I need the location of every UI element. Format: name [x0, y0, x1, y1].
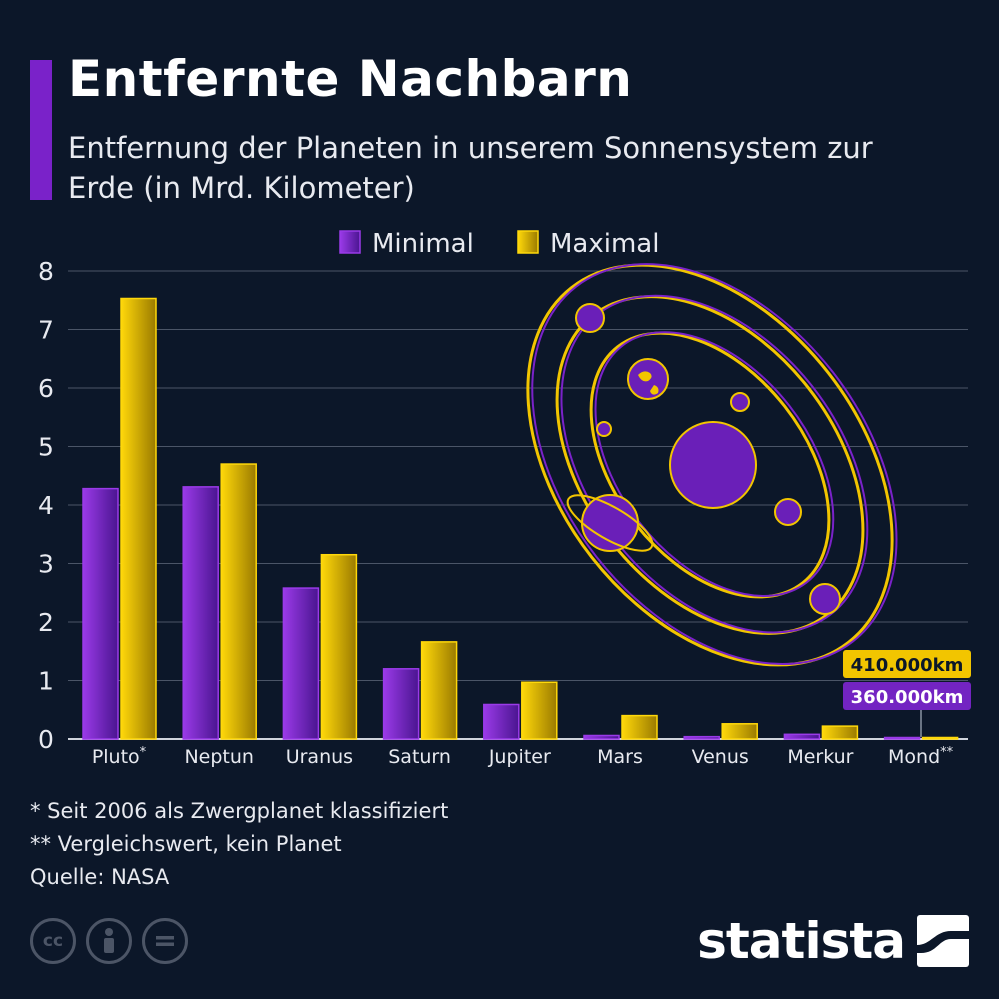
y-axis-ticks: 0 1 2 3 4 5 6 7 8 [38, 257, 54, 754]
bar-maximal [120, 297, 157, 740]
bar-maximal [921, 736, 959, 740]
y-tick-label: 0 [38, 725, 54, 754]
annotation-box-max [843, 650, 971, 678]
x-tick-label: Mars [597, 746, 643, 768]
moon-annotations: 410.000km 360.000km [843, 650, 971, 737]
x-tick-label: Uranus [286, 746, 353, 768]
statista-brand: statista [697, 912, 969, 970]
y-tick-label: 1 [38, 667, 54, 696]
y-tick-label: 2 [38, 608, 54, 637]
footnote-1: * Seit 2006 als Zwergplanet klassifizier… [30, 799, 449, 823]
x-tick-label: Merkur [787, 746, 853, 768]
bar-minimal [583, 734, 620, 740]
x-tick-label: Mond** [888, 745, 954, 768]
bar-minimal [483, 703, 520, 740]
solar-system-illustration [526, 263, 898, 667]
bar-minimal [382, 668, 420, 740]
bar-chart: Minimal Maximal 0 1 2 3 4 5 6 7 8 Pluto* Neptun Ur… [38, 229, 971, 768]
x-axis-labels: Pluto* Neptun Uranus Saturn Jupiter Mars Venus… [92, 745, 954, 768]
legend-swatch-minimal [339, 230, 361, 254]
bar-maximal [621, 714, 658, 740]
bar-maximal [821, 725, 859, 740]
bar-maximal [521, 681, 558, 740]
nd-icon [142, 918, 188, 964]
bar-minimal [683, 735, 720, 740]
legend-label-maximal: Maximal [550, 229, 659, 259]
footnotes: * Seit 2006 als Zwergplanet klassifizier… [30, 795, 448, 894]
annotation-mond-max: 410.000km [851, 655, 964, 676]
brand-name: statista [697, 912, 906, 970]
annotation-box-min [843, 682, 971, 710]
license-icons: cc [30, 918, 188, 964]
title-accent-bar [30, 60, 52, 200]
bar-maximal [320, 553, 358, 740]
y-tick-label: 4 [38, 491, 54, 520]
chart-subtitle: Entfernung der Planeten in unserem Sonne… [68, 131, 873, 205]
bars [82, 297, 959, 740]
bar-maximal [220, 463, 257, 740]
bar-maximal [721, 723, 758, 740]
x-tick-label: Venus [692, 746, 749, 768]
bar-minimal [82, 487, 119, 740]
y-tick-label: 7 [38, 316, 54, 345]
y-tick-label: 6 [38, 374, 54, 403]
chart-title: Entfernte Nachbarn [68, 50, 633, 108]
footnote-2: ** Vergleichswert, kein Planet [30, 832, 342, 856]
y-tick-label: 5 [38, 433, 54, 462]
x-tick-label: Pluto* [92, 745, 147, 768]
legend: Minimal Maximal [339, 229, 659, 259]
bar-maximal [420, 641, 458, 740]
y-tick-label: 8 [38, 257, 54, 286]
source-note: Quelle: NASA [30, 865, 170, 889]
x-tick-label: Neptun [184, 746, 254, 768]
by-icon [86, 918, 132, 964]
statista-logo-icon [917, 915, 969, 967]
cc-icon: cc [30, 918, 76, 964]
bar-minimal [282, 587, 320, 740]
legend-label-minimal: Minimal [372, 229, 474, 259]
legend-swatch-maximal [517, 230, 539, 254]
y-tick-label: 3 [38, 550, 54, 579]
annotation-mond-min: 360.000km [851, 687, 964, 708]
bar-minimal [182, 486, 219, 740]
bar-minimal [783, 733, 821, 740]
x-tick-label: Saturn [388, 746, 451, 768]
x-tick-label: Jupiter [488, 746, 551, 768]
bar-minimal [883, 736, 921, 740]
